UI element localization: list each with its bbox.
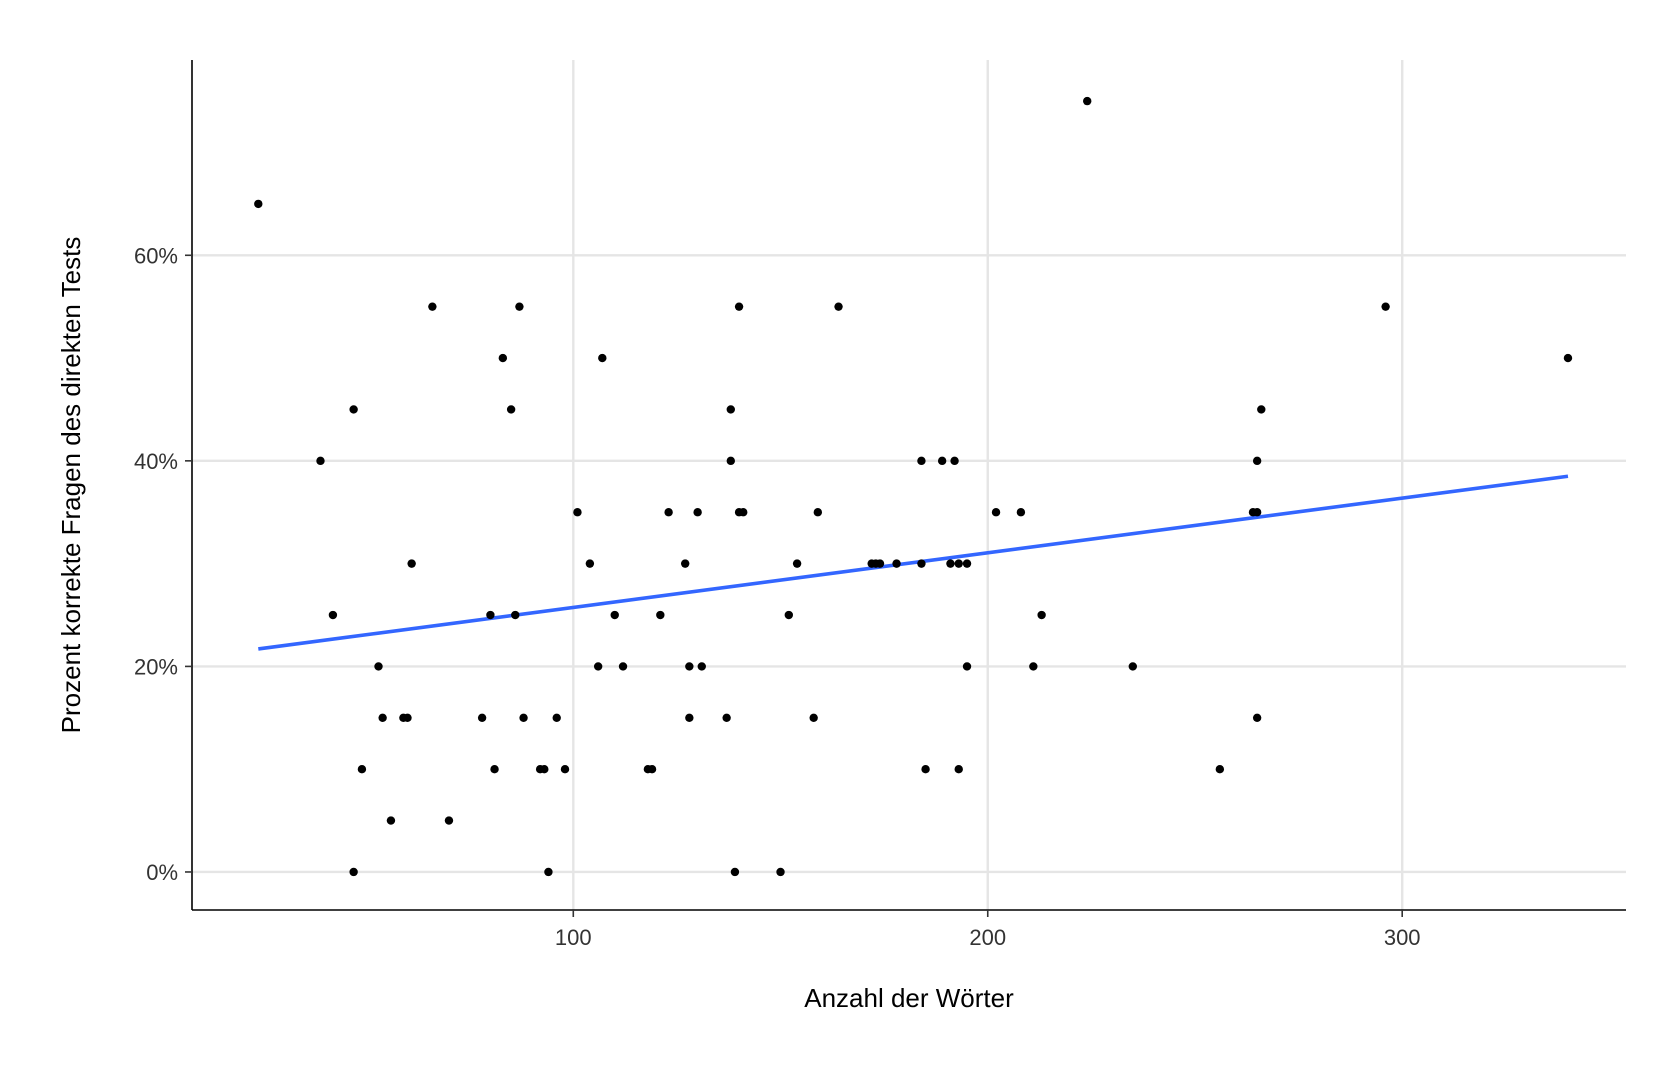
data-point bbox=[991, 508, 1001, 517]
x-axis-ticks: 100 200 300 bbox=[555, 910, 1421, 950]
data-point bbox=[726, 456, 735, 466]
y-tick-label: 0% bbox=[146, 860, 178, 885]
data-point bbox=[809, 713, 818, 722]
data-point bbox=[1083, 96, 1092, 106]
data-point bbox=[593, 662, 603, 671]
data-point bbox=[962, 559, 972, 568]
data-point bbox=[921, 764, 930, 774]
data-point bbox=[490, 764, 499, 774]
data-point bbox=[647, 764, 657, 774]
data-point bbox=[386, 816, 396, 825]
data-point bbox=[552, 713, 561, 722]
data-point bbox=[560, 764, 570, 774]
data-point bbox=[834, 302, 843, 311]
data-point bbox=[1563, 353, 1573, 363]
x-tick-label: 200 bbox=[969, 925, 1006, 950]
data-point bbox=[349, 405, 358, 414]
data-point bbox=[730, 867, 740, 877]
data-point bbox=[656, 610, 665, 620]
data-point bbox=[598, 353, 607, 363]
data-point bbox=[444, 816, 454, 825]
data-point bbox=[917, 559, 926, 568]
data-point bbox=[739, 508, 748, 517]
data-point bbox=[954, 559, 963, 568]
data-point bbox=[664, 508, 673, 517]
data-point bbox=[1037, 610, 1046, 620]
data-point bbox=[403, 713, 412, 722]
y-tick-label: 40% bbox=[134, 449, 178, 474]
y-axis-ticks: 0% 20% 40% 60% bbox=[134, 243, 192, 885]
data-point bbox=[784, 610, 794, 620]
data-point bbox=[1257, 405, 1266, 414]
data-point bbox=[519, 713, 528, 722]
data-point bbox=[477, 713, 487, 722]
y-tick-label: 20% bbox=[134, 654, 178, 679]
data-point bbox=[254, 199, 263, 209]
data-point bbox=[875, 559, 885, 568]
data-point bbox=[1252, 713, 1262, 722]
trend-line bbox=[258, 474, 1569, 651]
y-gridlines bbox=[192, 254, 1626, 874]
data-point bbox=[544, 867, 553, 877]
data-point bbox=[1252, 456, 1262, 466]
data-point bbox=[1128, 662, 1138, 671]
data-point bbox=[498, 353, 508, 363]
data-point bbox=[610, 610, 619, 620]
data-point bbox=[349, 867, 358, 877]
x-tick-label: 100 bbox=[555, 925, 592, 950]
data-point bbox=[937, 456, 947, 466]
data-point bbox=[734, 302, 744, 311]
data-point bbox=[685, 713, 694, 722]
data-point bbox=[1029, 662, 1038, 671]
x-gridlines bbox=[572, 60, 1404, 910]
data-point bbox=[917, 456, 926, 466]
data-point bbox=[680, 559, 690, 568]
data-point bbox=[407, 559, 416, 568]
data-point bbox=[378, 713, 387, 722]
data-point bbox=[585, 559, 595, 568]
data-point bbox=[573, 508, 582, 517]
data-point bbox=[792, 559, 802, 568]
y-tick-label: 60% bbox=[134, 243, 178, 268]
trend-line-group bbox=[258, 474, 1569, 651]
data-point bbox=[357, 764, 367, 774]
data-point bbox=[1252, 508, 1262, 517]
x-tick-label: 300 bbox=[1384, 925, 1421, 950]
data-point bbox=[722, 713, 731, 722]
data-point bbox=[954, 764, 963, 774]
data-point bbox=[813, 508, 823, 517]
data-point bbox=[511, 610, 520, 620]
data-point bbox=[540, 764, 549, 774]
data-point bbox=[946, 559, 955, 568]
data-point bbox=[685, 662, 694, 671]
data-point bbox=[1381, 302, 1390, 311]
data-point bbox=[950, 456, 959, 466]
data-points bbox=[254, 96, 1573, 877]
data-point bbox=[328, 610, 338, 620]
y-axis-title: Prozent korrekte Fragen des direkten Tes… bbox=[56, 237, 86, 734]
data-point bbox=[515, 302, 524, 311]
data-point bbox=[693, 508, 702, 517]
data-point bbox=[316, 456, 325, 466]
data-point bbox=[428, 302, 437, 311]
data-point bbox=[697, 662, 706, 671]
data-point bbox=[618, 662, 628, 671]
data-point bbox=[1016, 508, 1026, 517]
data-point bbox=[506, 405, 516, 414]
data-point bbox=[1215, 764, 1225, 774]
data-point bbox=[374, 662, 383, 671]
data-point bbox=[892, 559, 901, 568]
data-point bbox=[776, 867, 785, 877]
data-point bbox=[962, 662, 972, 671]
data-point bbox=[486, 610, 495, 620]
data-point bbox=[726, 405, 735, 414]
x-axis-title: Anzahl der Wörter bbox=[804, 983, 1014, 1013]
